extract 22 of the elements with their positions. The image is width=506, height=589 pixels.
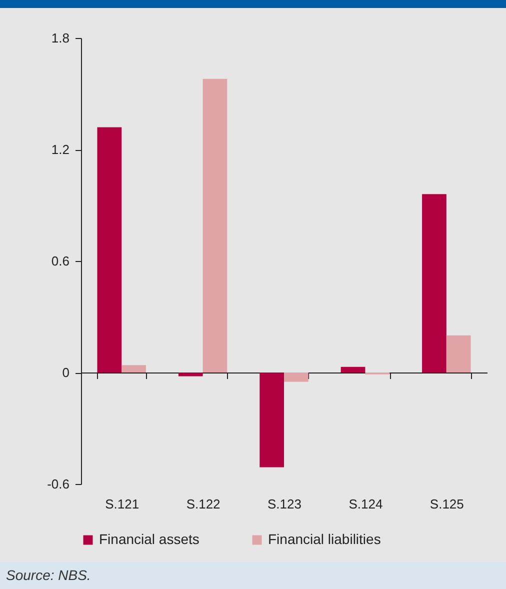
- y-tick-label: 1.8: [51, 30, 70, 46]
- legend-label: Financial assets: [99, 531, 200, 547]
- x-tick-label: S.121: [105, 496, 140, 512]
- bar: [97, 127, 122, 372]
- y-tick-label: 0: [62, 365, 70, 380]
- legend-label: Financial liabilities: [268, 531, 381, 547]
- y-tick-label: -0.6: [47, 476, 70, 492]
- bar: [446, 335, 471, 372]
- x-tick-label: S.124: [348, 496, 383, 512]
- source-note: Source: NBS.: [0, 562, 506, 589]
- bar: [202, 78, 228, 372]
- bar: [260, 372, 284, 468]
- bar: [340, 366, 366, 372]
- bar: [422, 194, 446, 372]
- bar: [122, 365, 146, 372]
- x-tick-label: S.125: [430, 496, 464, 512]
- y-tick-label: 0.6: [51, 254, 70, 268]
- x-tick-label: S.122: [186, 496, 220, 512]
- y-tick-label: 1.2: [51, 142, 70, 157]
- bar: [284, 372, 308, 382]
- x-tick-label: S.123: [268, 496, 302, 512]
- bar: [178, 372, 203, 376]
